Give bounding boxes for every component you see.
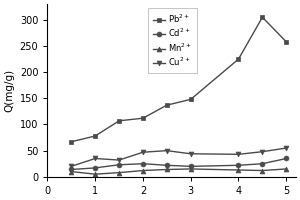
Mn$^{2+}$ <box>237 169 240 171</box>
Cd$^{2+}$ <box>165 164 169 166</box>
Cu$^{2+}$ <box>117 159 121 161</box>
Mn$^{2+}$ <box>189 168 193 170</box>
Cu$^{2+}$ <box>93 157 97 160</box>
Pb$^{2+}$ <box>93 135 97 137</box>
Cd$^{2+}$ <box>93 167 97 169</box>
Mn$^{2+}$ <box>284 168 288 170</box>
Mn$^{2+}$ <box>165 168 169 171</box>
Pb$^{2+}$ <box>165 104 169 106</box>
Line: Cd$^{2+}$: Cd$^{2+}$ <box>69 156 289 172</box>
Cu$^{2+}$ <box>261 150 264 153</box>
Mn$^{2+}$ <box>141 169 145 172</box>
Cd$^{2+}$ <box>237 164 240 166</box>
Pb$^{2+}$ <box>70 141 73 143</box>
Cu$^{2+}$ <box>189 153 193 155</box>
Cu$^{2+}$ <box>237 153 240 156</box>
Mn$^{2+}$ <box>117 171 121 174</box>
Cd$^{2+}$ <box>261 163 264 165</box>
Line: Pb$^{2+}$: Pb$^{2+}$ <box>69 15 289 144</box>
Pb$^{2+}$ <box>189 98 193 101</box>
Cu$^{2+}$ <box>70 165 73 168</box>
Pb$^{2+}$ <box>261 16 264 18</box>
Line: Cu$^{2+}$: Cu$^{2+}$ <box>69 146 289 169</box>
Cd$^{2+}$ <box>141 163 145 165</box>
Cu$^{2+}$ <box>165 149 169 152</box>
Pb$^{2+}$ <box>141 117 145 119</box>
Cd$^{2+}$ <box>284 157 288 160</box>
Pb$^{2+}$ <box>237 58 240 60</box>
Cd$^{2+}$ <box>70 168 73 171</box>
Pb$^{2+}$ <box>117 120 121 122</box>
Line: Mn$^{2+}$: Mn$^{2+}$ <box>69 167 289 177</box>
Cd$^{2+}$ <box>117 164 121 166</box>
Cu$^{2+}$ <box>141 151 145 153</box>
Pb$^{2+}$ <box>284 41 288 43</box>
Y-axis label: Q(mg/g): Q(mg/g) <box>4 69 14 112</box>
Cu$^{2+}$ <box>284 147 288 149</box>
Mn$^{2+}$ <box>261 169 264 172</box>
Legend: Pb$^{2+}$, Cd$^{2+}$, Mn$^{2+}$, Cu$^{2+}$: Pb$^{2+}$, Cd$^{2+}$, Mn$^{2+}$, Cu$^{2+… <box>148 8 196 73</box>
Mn$^{2+}$ <box>93 173 97 175</box>
Mn$^{2+}$ <box>70 170 73 173</box>
Cd$^{2+}$ <box>189 165 193 168</box>
